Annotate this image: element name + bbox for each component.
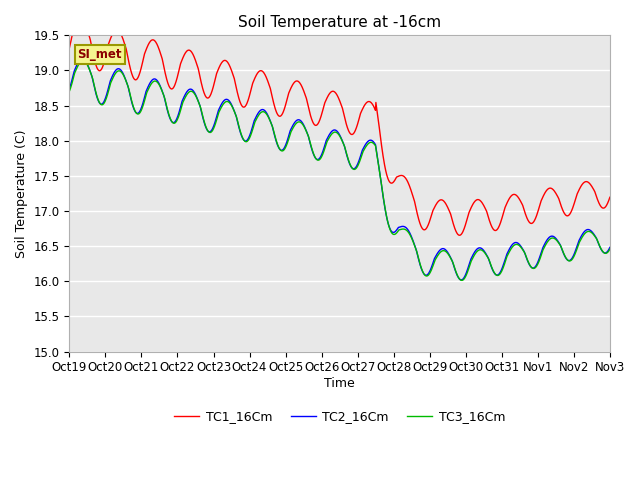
- Line: TC1_16Cm: TC1_16Cm: [69, 36, 610, 235]
- Legend: TC1_16Cm, TC2_16Cm, TC3_16Cm: TC1_16Cm, TC2_16Cm, TC3_16Cm: [169, 405, 510, 428]
- TC3_16Cm: [543, 240, 550, 246]
- Line: TC3_16Cm: TC3_16Cm: [69, 60, 610, 280]
- TC3_16Cm: [186, 89, 194, 95]
- Text: SI_met: SI_met: [77, 48, 122, 61]
- TC1_16Cm: [606, 194, 614, 200]
- TC1_16Cm: [173, 76, 180, 82]
- TC2_16Cm: [246, 131, 254, 136]
- TC2_16Cm: [173, 116, 180, 121]
- TC1_16Cm: [68, 33, 76, 38]
- TC1_16Cm: [246, 89, 254, 95]
- TC2_16Cm: [65, 86, 73, 92]
- TC1_16Cm: [495, 224, 502, 230]
- Title: Soil Temperature at -16cm: Soil Temperature at -16cm: [238, 15, 441, 30]
- TC3_16Cm: [246, 133, 254, 139]
- TC2_16Cm: [186, 86, 194, 92]
- TC2_16Cm: [495, 272, 502, 277]
- TC1_16Cm: [65, 45, 73, 51]
- Y-axis label: Soil Temperature (C): Soil Temperature (C): [15, 129, 28, 258]
- TC2_16Cm: [424, 272, 431, 277]
- TC3_16Cm: [495, 272, 502, 278]
- TC2_16Cm: [543, 238, 550, 244]
- TC2_16Cm: [606, 244, 614, 250]
- X-axis label: Time: Time: [324, 377, 355, 390]
- TC3_16Cm: [424, 273, 431, 278]
- Line: TC2_16Cm: TC2_16Cm: [69, 59, 610, 280]
- TC1_16Cm: [186, 48, 194, 53]
- TC3_16Cm: [79, 58, 87, 63]
- TC3_16Cm: [606, 246, 614, 252]
- TC1_16Cm: [543, 188, 550, 193]
- TC2_16Cm: [79, 56, 86, 61]
- TC1_16Cm: [456, 232, 463, 238]
- TC3_16Cm: [458, 277, 466, 283]
- TC2_16Cm: [458, 277, 465, 283]
- TC1_16Cm: [424, 223, 431, 229]
- TC3_16Cm: [173, 118, 180, 123]
- TC3_16Cm: [65, 88, 73, 94]
